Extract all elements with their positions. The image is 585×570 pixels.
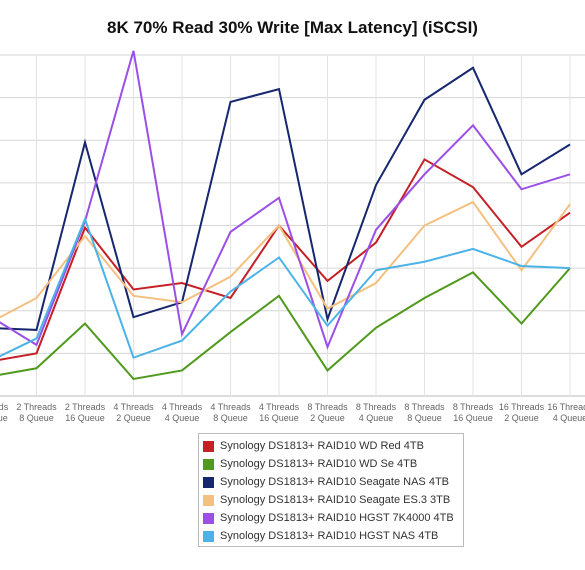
- x-tick-label: 2 Threads 8 Queue: [16, 402, 57, 423]
- legend-item: Synology DS1813+ RAID10 Seagate ES.3 3TB: [203, 491, 463, 509]
- legend-label: Synology DS1813+ RAID10 Seagate ES.3 3TB: [220, 494, 451, 506]
- x-tick-label: 16 Threads 2 Queue: [499, 402, 545, 423]
- x-tick-label: 4 Threads 8 Queue: [210, 402, 251, 423]
- x-tick-label: 8 Threads 8 Queue: [404, 402, 445, 423]
- series-lines: [0, 50, 571, 381]
- legend-label: Synology DS1813+ RAID10 HGST 7K4000 4TB: [220, 512, 454, 524]
- x-tick-label: 4 Threads 2 Queue: [113, 402, 154, 423]
- legend-label: Synology DS1813+ RAID10 Seagate NAS 4TB: [220, 476, 449, 488]
- legend-swatch: [203, 458, 214, 470]
- chart-title: 8K 70% Read 30% Write [Max Latency] (iSC…: [107, 18, 478, 37]
- series-line-3: [0, 66, 571, 331]
- legend-swatch: [203, 512, 214, 524]
- legend-item: Synology DS1813+ RAID10 Seagate NAS 4TB: [203, 473, 463, 491]
- legend-label: Synology DS1813+ RAID10 WD Red 4TB: [220, 440, 424, 452]
- legend-item: Synology DS1813+ RAID10 HGST 7K4000 4TB: [203, 509, 463, 527]
- x-tick-label: 2 Threads 16 Queue: [65, 402, 106, 423]
- legend: Synology DS1813+ RAID10 WD Red 4TB Synolo…: [198, 433, 464, 547]
- series-line-6: [0, 216, 571, 359]
- legend-item: Synology DS1813+ RAID10 WD Red 4TB: [203, 437, 463, 455]
- legend-swatch: [203, 494, 214, 506]
- x-tick-label: 4 Threads 4 Queue: [162, 402, 203, 423]
- legend-label: Synology DS1813+ RAID10 HGST NAS 4TB: [220, 530, 439, 542]
- legend-item: Synology DS1813+ RAID10 HGST NAS 4TB: [203, 527, 463, 545]
- x-tick-label: 4 Threads 16 Queue: [259, 402, 300, 423]
- x-tick-label: 8 Threads 2 Queue: [307, 402, 348, 423]
- grid: [0, 54, 585, 397]
- x-tick-label: 8 Threads 4 Queue: [356, 402, 397, 423]
- legend-label: Synology DS1813+ RAID10 WD Se 4TB: [220, 458, 418, 470]
- series-line-4: [0, 200, 571, 319]
- x-tick-label: 8 Threads 16 Queue: [453, 402, 494, 423]
- legend-item: Synology DS1813+ RAID10 WD Se 4TB: [203, 455, 463, 473]
- series-line-2: [0, 267, 571, 381]
- legend-swatch: [203, 530, 214, 542]
- legend-swatch: [203, 476, 214, 488]
- legend-swatch: [203, 440, 214, 452]
